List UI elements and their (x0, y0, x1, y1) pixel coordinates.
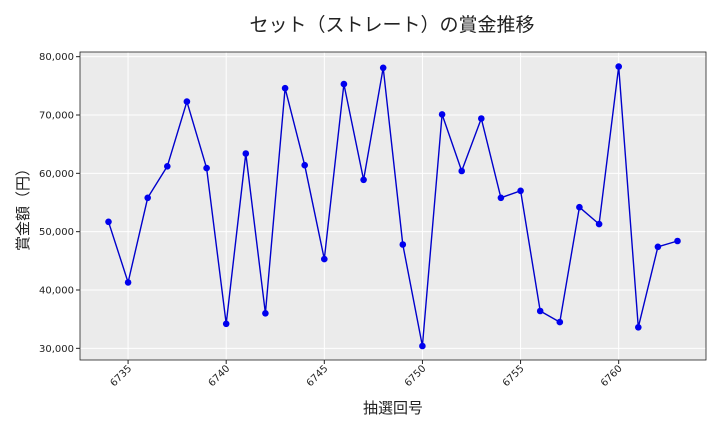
y-tick-labels: 30,000 40,000 50,000 60,000 70,000 80,000 (39, 52, 74, 355)
data-point (497, 194, 505, 202)
y-axis-label: 賞金額（円） (14, 161, 32, 251)
data-point (360, 176, 367, 184)
data-point (164, 163, 171, 170)
y-tick-label: 60,000 (39, 169, 74, 180)
data-point (478, 115, 485, 122)
x-tick-labels: 6735 6740 6745 6750 6755 6760 (108, 363, 624, 389)
plot-area (80, 52, 706, 360)
data-point (105, 218, 112, 226)
data-point (419, 342, 426, 350)
data-point (301, 161, 309, 169)
data-point (674, 237, 681, 245)
x-tick-label: 6755 (501, 363, 527, 389)
y-tick-label: 40,000 (39, 286, 74, 297)
data-point (576, 203, 583, 211)
data-point (340, 80, 348, 88)
data-point (124, 279, 132, 286)
data-point (222, 320, 230, 328)
plot-frame (79, 51, 707, 361)
data-point (399, 241, 407, 248)
y-tick-label: 80,000 (39, 52, 74, 63)
data-point (458, 167, 466, 175)
data-point (379, 64, 387, 72)
data-point (144, 194, 151, 202)
x-tick-label: 6740 (207, 363, 233, 389)
data-point (242, 150, 250, 157)
x-axis-label: 抽選回号 (363, 399, 423, 417)
data-point (281, 84, 289, 92)
chart-title: セット（ストレート）の賞金推移 (249, 14, 534, 36)
data-point (438, 111, 446, 118)
x-tick-label: 6735 (108, 363, 134, 389)
data-point (183, 98, 191, 105)
series-line-group (107, 65, 678, 347)
y-tick-label: 30,000 (39, 344, 74, 355)
y-tick-label: 50,000 (39, 227, 74, 238)
axes (76, 51, 707, 364)
x-tick-label: 6760 (599, 363, 625, 389)
data-point (262, 310, 269, 317)
data-point (595, 220, 603, 228)
series-line (107, 65, 678, 347)
data-point (517, 187, 524, 195)
data-point (203, 164, 210, 172)
data-points (105, 63, 681, 350)
data-point (615, 63, 622, 70)
x-tick-label: 6750 (403, 363, 429, 389)
data-point (536, 307, 544, 315)
data-point (556, 318, 564, 326)
y-tick-label: 70,000 (39, 111, 74, 122)
x-tick-label: 6745 (305, 363, 331, 389)
data-point (321, 255, 328, 263)
grid-lines (80, 52, 706, 360)
data-point (654, 243, 662, 251)
data-point (635, 324, 642, 331)
